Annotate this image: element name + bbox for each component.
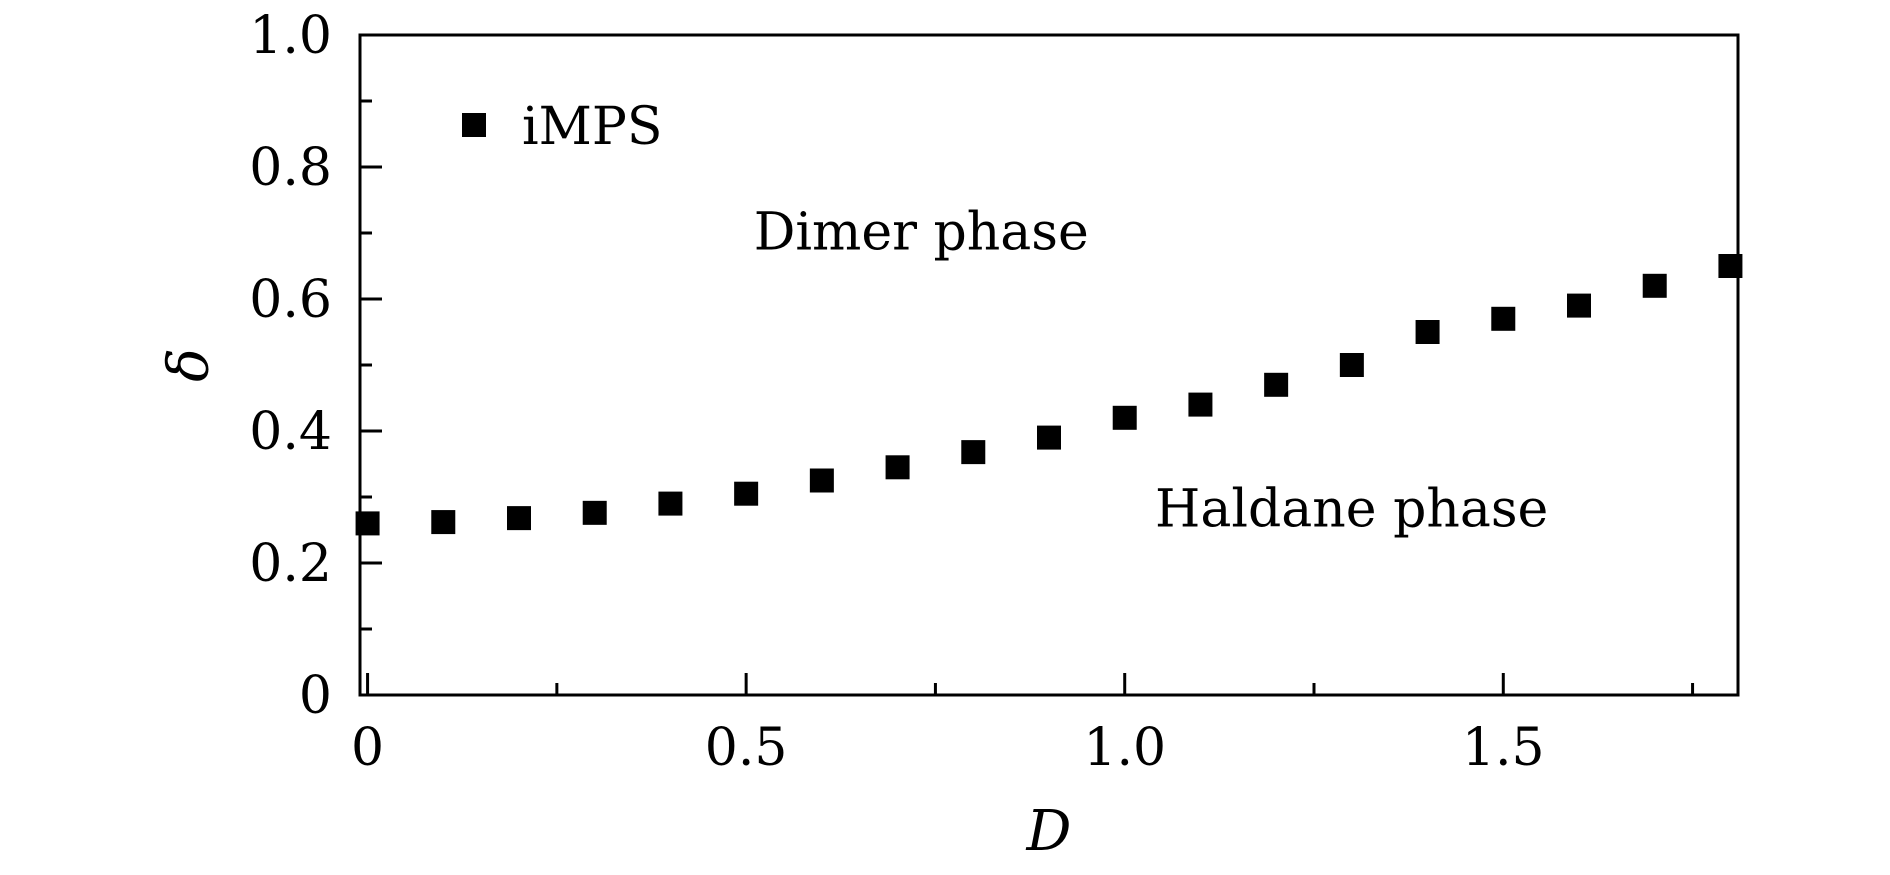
data-point: [1112, 405, 1137, 430]
annotation-haldane-phase: Haldane phase: [1155, 480, 1548, 540]
data-point: [582, 500, 607, 525]
y-tick-label: 0.6: [249, 270, 332, 330]
data-point: [1642, 273, 1667, 298]
annotation-dimer-phase: Dimer phase: [754, 203, 1089, 263]
x-tick-label: 1.5: [1462, 718, 1545, 778]
data-point: [431, 510, 456, 535]
x-axis-label: D: [1026, 799, 1072, 864]
data-point: [1415, 320, 1440, 344]
data-point: [1567, 293, 1591, 318]
legend-label: iMPS: [522, 97, 663, 157]
data-point: [961, 440, 986, 465]
data-point: [1264, 372, 1289, 397]
data-point: [1339, 353, 1364, 377]
data-point: [1718, 254, 1743, 278]
plot-frame: [358, 33, 1740, 697]
data-point: [885, 455, 910, 480]
y-axis-label: δ: [157, 348, 222, 382]
legend-marker: [462, 113, 486, 137]
data-point: [1037, 425, 1061, 450]
y-tick-label: 0.4: [249, 402, 332, 462]
x-tick-label: 0.5: [705, 718, 788, 778]
y-tick-label: 1.0: [249, 6, 332, 66]
y-tick-label: 0.2: [249, 534, 332, 594]
data-point: [658, 491, 683, 516]
x-tick-label: 0: [351, 718, 384, 778]
y-tick-label: 0.8: [249, 138, 332, 198]
y-tick-label: 0: [299, 666, 332, 726]
data-point: [507, 506, 531, 531]
data-point: [355, 511, 380, 536]
data-point: [734, 481, 759, 506]
data-point: [1491, 306, 1516, 331]
x-tick-label: 1.0: [1083, 718, 1166, 778]
data-points: [355, 254, 1743, 536]
legend: iMPS: [462, 97, 663, 157]
tick-labels: 0 0.5 1.0 1.5 0 0.2 0.4 0.6 0.8 1.0: [249, 6, 1544, 778]
data-point: [1188, 392, 1213, 417]
data-point: [809, 468, 834, 493]
